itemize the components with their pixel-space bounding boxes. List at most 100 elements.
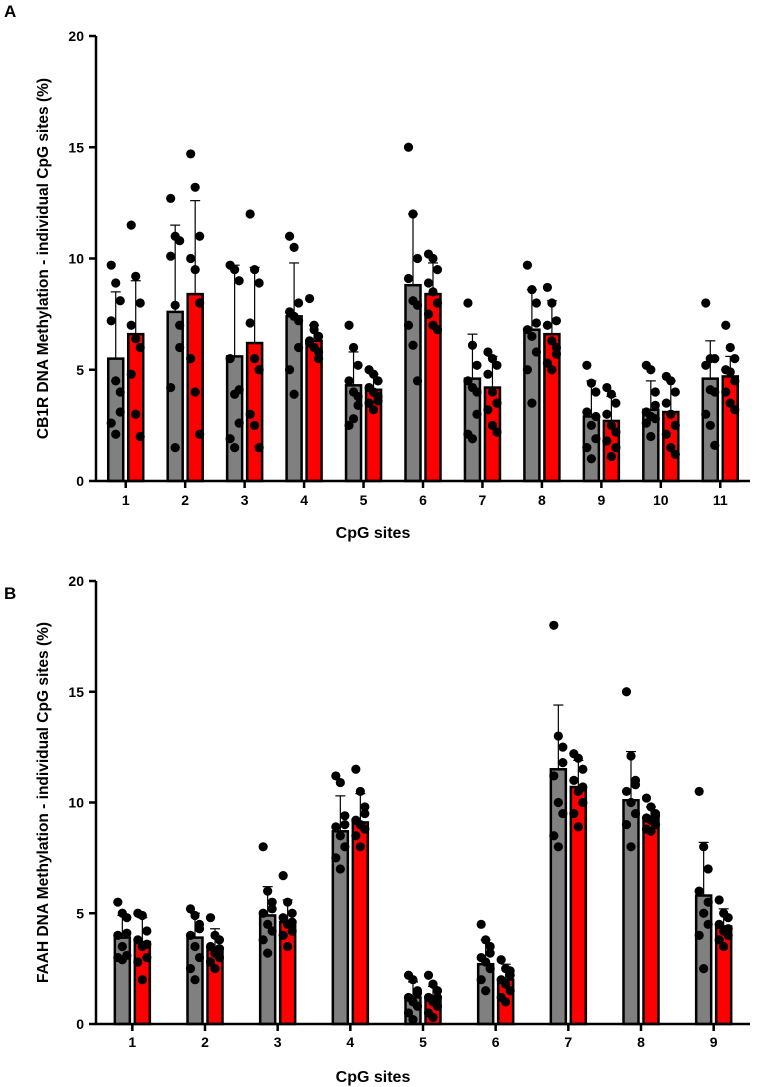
data-point bbox=[522, 260, 533, 270]
data-point bbox=[586, 454, 596, 464]
data-point bbox=[723, 924, 733, 934]
data-point bbox=[582, 407, 592, 417]
data-point bbox=[650, 820, 661, 830]
bar-site-7-grey bbox=[463, 377, 482, 483]
data-point bbox=[591, 434, 601, 444]
data-point bbox=[573, 822, 583, 832]
x-tick-label: 2 bbox=[201, 1034, 209, 1050]
x-tick-label: 6 bbox=[419, 492, 427, 508]
error-bar-site-11-red bbox=[725, 355, 736, 377]
error-bar-site-7-red bbox=[573, 759, 584, 787]
data-point bbox=[487, 354, 498, 364]
error-bar-site-6-red bbox=[428, 262, 438, 295]
data-point bbox=[135, 342, 145, 353]
data-point bbox=[348, 387, 359, 397]
data-point bbox=[267, 926, 277, 936]
data-point bbox=[245, 318, 255, 328]
error-bar-site-9-grey bbox=[698, 841, 709, 896]
bar-site-8-red bbox=[642, 816, 660, 1026]
data-point bbox=[699, 964, 709, 974]
data-point bbox=[353, 360, 363, 370]
data-point bbox=[293, 298, 304, 308]
data-point bbox=[185, 930, 196, 941]
data-point bbox=[710, 354, 720, 364]
data-point bbox=[650, 400, 660, 410]
data-point bbox=[646, 815, 656, 825]
data-point bbox=[621, 687, 632, 697]
data-point bbox=[553, 731, 563, 741]
data-point bbox=[185, 964, 196, 974]
data-point bbox=[111, 278, 121, 288]
x-tick-label: 10 bbox=[653, 492, 669, 508]
x-tick-label: 7 bbox=[564, 1034, 572, 1050]
error-bar-site-3-red bbox=[282, 899, 293, 923]
data-point bbox=[412, 376, 423, 386]
data-point bbox=[705, 420, 715, 430]
data-point bbox=[340, 820, 350, 830]
data-point bbox=[170, 300, 180, 310]
data-point bbox=[666, 376, 676, 386]
data-point bbox=[621, 786, 632, 797]
bar-site-2-grey bbox=[186, 936, 204, 1026]
data-point bbox=[403, 273, 414, 284]
data-point bbox=[646, 826, 656, 836]
data-point bbox=[578, 764, 588, 774]
error-bar-site-9-red bbox=[606, 395, 617, 421]
panel-b-label: B bbox=[4, 584, 17, 603]
data-point bbox=[527, 285, 537, 295]
data-point bbox=[551, 342, 562, 353]
data-point bbox=[122, 928, 132, 938]
data-point bbox=[313, 347, 324, 357]
data-point bbox=[428, 979, 438, 989]
data-point bbox=[463, 429, 473, 439]
data-point bbox=[364, 382, 374, 393]
data-point bbox=[641, 813, 652, 823]
data-point bbox=[344, 320, 354, 330]
data-point bbox=[403, 320, 414, 330]
data-point bbox=[721, 387, 731, 397]
data-point bbox=[175, 236, 185, 246]
data-point bbox=[309, 342, 319, 353]
data-point bbox=[287, 908, 297, 918]
data-point bbox=[355, 842, 365, 852]
x-axis-label: CpG sites bbox=[336, 525, 411, 542]
data-point bbox=[505, 986, 515, 996]
data-point bbox=[487, 420, 498, 430]
data-point bbox=[501, 997, 511, 1007]
data-point bbox=[117, 955, 127, 965]
data-point bbox=[186, 149, 196, 159]
bar-site-7-red bbox=[483, 386, 502, 483]
data-point bbox=[263, 886, 273, 896]
data-point bbox=[714, 895, 724, 905]
bar-site-8-red bbox=[543, 332, 561, 483]
bar-site-5-red bbox=[364, 388, 383, 483]
data-point bbox=[573, 786, 583, 797]
data-point bbox=[230, 443, 240, 453]
data-point bbox=[661, 371, 671, 382]
data-point bbox=[245, 409, 255, 419]
data-point bbox=[225, 354, 235, 364]
data-point bbox=[602, 436, 612, 446]
data-point bbox=[505, 966, 515, 976]
data-point bbox=[287, 926, 297, 936]
data-point bbox=[591, 387, 601, 397]
x-tick-label: 11 bbox=[713, 492, 728, 508]
data-point bbox=[412, 986, 423, 996]
data-point bbox=[403, 142, 414, 152]
data-point bbox=[492, 427, 502, 437]
data-point bbox=[175, 342, 185, 353]
data-point bbox=[166, 382, 176, 393]
error-bar-site-2-grey bbox=[170, 224, 181, 312]
data-point bbox=[340, 842, 350, 852]
bar-site-8-grey bbox=[622, 799, 640, 1026]
data-point bbox=[699, 908, 709, 918]
bar-site-6-grey bbox=[476, 962, 495, 1026]
data-point bbox=[368, 405, 379, 415]
data-point bbox=[245, 209, 255, 219]
data-point bbox=[705, 354, 715, 364]
data-point bbox=[496, 992, 506, 1003]
data-point bbox=[694, 786, 704, 797]
data-point bbox=[549, 831, 559, 841]
